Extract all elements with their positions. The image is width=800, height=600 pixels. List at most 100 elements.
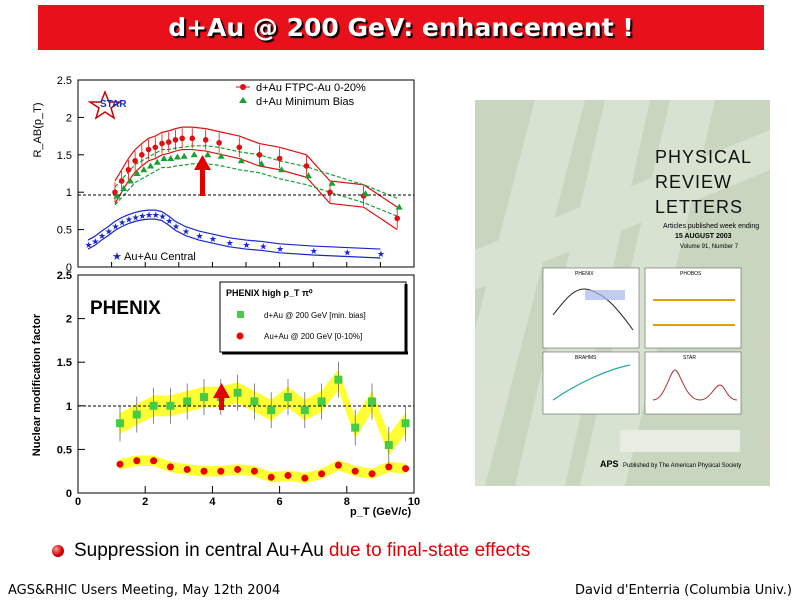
star-ytick-label: 1 (66, 187, 72, 199)
phenix-xtick-label: 8 (344, 496, 350, 508)
phenix-dau-point (132, 410, 141, 419)
star-y-axis: 0 0.5 1 1.5 2 2.5 (57, 75, 381, 274)
star-central-point (189, 135, 196, 142)
phenix-auau-point (351, 467, 359, 475)
star-auau-point: ★ (276, 244, 284, 254)
star-auau-point: ★ (165, 216, 173, 226)
star-minbias-point (278, 166, 286, 173)
star-minbias-point (120, 184, 128, 191)
star-auau-point: ★ (377, 249, 385, 259)
phenix-dau-point (334, 375, 343, 384)
star-ylabel: R_AB(p_T) (32, 102, 44, 157)
phenix-data-points (116, 361, 410, 482)
star-central-point (152, 144, 159, 151)
phenix-legend-dau: d+Au @ 200 GeV [min. bias] (264, 311, 366, 320)
slide-title: d+Au @ 200 GeV: enhancement ! (38, 5, 764, 50)
star-auau-point: ★ (310, 246, 318, 256)
star-auau-point: ★ (343, 248, 351, 258)
bullet-point: Suppression in central Au+Au due to fina… (52, 540, 530, 562)
star-auau-point: ★ (91, 236, 99, 246)
star-ytick-label: 0.5 (57, 225, 72, 237)
star-central-point (172, 137, 179, 143)
star-central-point (179, 135, 185, 142)
star-central-point (202, 137, 209, 143)
phenix-xtick-label: 6 (277, 496, 283, 508)
star-central-point (256, 152, 263, 158)
phenix-band-auau (120, 455, 406, 484)
phenix-logo-text: PHENIX (90, 298, 161, 319)
phenix-ylabel: Nuclear modification factor (31, 313, 43, 456)
star-auau-point: ★ (243, 240, 251, 250)
cover-panel-label-2: PHOBOS (680, 271, 702, 277)
phenix-dau-point (149, 401, 158, 410)
star-central-point (118, 178, 125, 184)
star-auau-point: ★ (159, 212, 167, 222)
phenix-auau-point (133, 457, 141, 465)
phenix-dau-point (384, 441, 393, 450)
star-central-point (125, 166, 132, 173)
phenix-auau-point (150, 457, 158, 465)
star-minbias-point (190, 151, 198, 158)
cover-figure-panels: PHENIX PHOBOS BRAHMS STAR (542, 267, 742, 415)
legend-marker-auau (236, 332, 244, 340)
phenix-dau-point (401, 419, 410, 428)
phenix-dau-point (250, 397, 259, 406)
star-auau-point: ★ (182, 227, 190, 237)
star-central-point (165, 139, 172, 145)
footer-author: David d'Enterria (Columbia Univ.) (574, 583, 792, 598)
star-auau-point: ★ (172, 221, 180, 231)
star-minbias-point (304, 172, 312, 179)
phenix-xtick-label: 2 (142, 496, 148, 508)
star-auau-point: ★ (209, 234, 217, 244)
star-auau-point: ★ (195, 231, 203, 241)
prl-journal-cover: PHYSICAL REVIEW LETTERS Articles publish… (475, 100, 770, 486)
phenix-dau-point (317, 397, 326, 406)
star-auau-point: ★ (152, 210, 160, 220)
legend-marker-dau (237, 311, 244, 318)
star-minbias-point (395, 203, 403, 210)
phenix-auau-point (301, 474, 309, 482)
star-band-auau-upper (87, 209, 381, 250)
star-ytick-label: 0 (66, 262, 72, 274)
phenix-xtick-label: 10 (408, 496, 420, 508)
star-minbias-point (126, 177, 134, 184)
phenix-auau-point (334, 461, 342, 469)
phenix-xtick-label: 0 (75, 496, 81, 508)
star-band-central-upper (114, 126, 398, 208)
bullet-icon (52, 545, 64, 557)
phenix-bands (120, 369, 406, 484)
phenix-legend-title: PHENIX high p_T π⁰ (226, 288, 313, 298)
phenix-auau-point (200, 467, 208, 475)
phenix-dau-point (368, 397, 376, 406)
star-minbias-point (257, 160, 265, 167)
star-central-point (327, 189, 333, 195)
legend-marker-minbias (239, 97, 247, 103)
star-minbias-point (328, 179, 336, 186)
star-legend-central: d+Au FTPC-Au 0-20% (256, 82, 366, 94)
phenix-auau-point (116, 460, 124, 468)
star-ytick-label: 2 (66, 112, 72, 124)
phenix-dau-point (116, 419, 124, 428)
phenix-auau-point (217, 467, 225, 475)
phenix-ytick-label: 0.5 (57, 444, 72, 456)
star-auau-point: ★ (259, 242, 267, 252)
phenix-auau-point (385, 463, 393, 471)
cover-panel-label-1: PHENIX (575, 271, 594, 277)
cover-issue-2: 15 AUGUST 2003 (675, 233, 732, 240)
star-auau-point: ★ (105, 227, 113, 237)
star-auau-point: ★ (98, 231, 106, 241)
star-central-point (216, 140, 222, 146)
phenix-auau-point (234, 465, 242, 473)
phenix-dau-point (267, 406, 276, 415)
phenix-ytick-label: 1.5 (57, 357, 72, 369)
cover-issue-1: Articles published week ending (663, 223, 759, 230)
star-central-point (139, 152, 145, 158)
star-legend-minbias: d+Au Minimum Bias (256, 96, 355, 108)
phenix-xlabel: p_T (GeV/c) (350, 506, 411, 518)
star-minbias-point (362, 190, 370, 197)
star-minbias-point (140, 166, 148, 173)
star-auau-point: ★ (85, 240, 93, 250)
cover-panel-label-3: BRAHMS (575, 355, 597, 361)
phenix-legend-auau: Au+Au @ 200 GeV [0-10%] (264, 332, 362, 341)
phenix-auau-point (368, 470, 376, 478)
